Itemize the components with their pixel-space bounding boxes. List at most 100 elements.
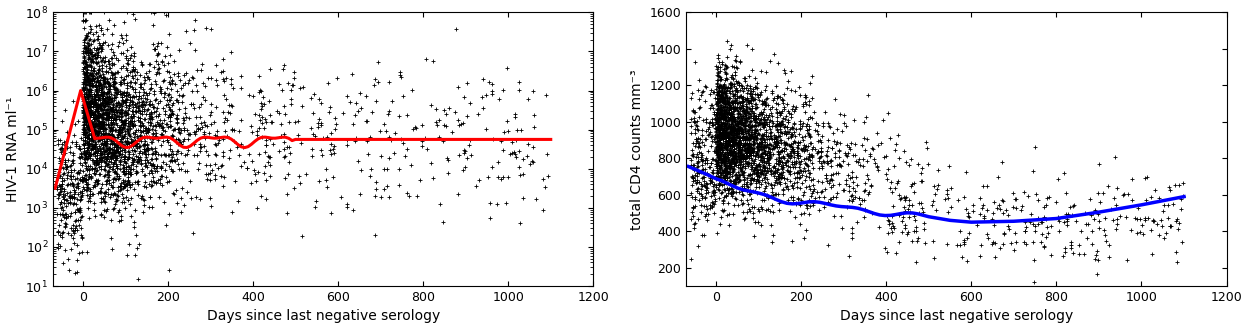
Point — [768, 139, 787, 145]
Point — [85, 103, 105, 108]
Point — [703, 10, 723, 15]
Point — [518, 141, 538, 146]
Point — [124, 122, 144, 127]
Point — [729, 144, 749, 150]
Point — [404, 124, 424, 130]
Point — [135, 179, 155, 185]
Point — [709, 139, 729, 144]
Point — [730, 100, 750, 106]
Point — [711, 179, 731, 184]
Point — [135, 142, 155, 147]
Point — [1104, 154, 1124, 160]
Point — [84, 160, 104, 165]
Point — [61, 194, 81, 199]
Point — [490, 176, 510, 182]
Point — [89, 66, 109, 72]
Point — [79, 78, 99, 84]
Point — [162, 80, 182, 86]
Point — [76, 112, 96, 117]
Point — [1107, 185, 1127, 190]
Point — [710, 136, 730, 141]
Point — [778, 184, 797, 189]
Point — [76, 136, 96, 141]
Point — [102, 128, 122, 133]
Point — [134, 87, 154, 92]
Point — [427, 123, 447, 128]
Point — [771, 165, 791, 170]
Point — [130, 155, 150, 160]
Point — [92, 126, 112, 131]
Point — [745, 122, 765, 127]
Point — [734, 200, 754, 206]
Point — [141, 85, 161, 90]
Point — [733, 135, 753, 140]
Point — [129, 151, 149, 156]
Point — [861, 183, 881, 188]
Point — [785, 129, 805, 134]
Point — [150, 89, 170, 94]
Point — [80, 114, 100, 120]
Point — [110, 126, 130, 131]
Point — [711, 132, 731, 138]
Point — [107, 114, 127, 119]
Point — [716, 136, 736, 141]
Point — [723, 151, 743, 156]
Point — [865, 161, 885, 166]
Point — [99, 153, 119, 159]
Point — [837, 150, 857, 155]
Point — [260, 98, 280, 103]
Point — [719, 123, 739, 128]
Point — [141, 10, 161, 15]
Point — [746, 81, 766, 86]
Point — [701, 133, 721, 138]
Point — [771, 110, 791, 115]
Point — [102, 107, 122, 113]
Point — [771, 170, 791, 176]
Point — [784, 108, 804, 114]
Point — [760, 160, 780, 165]
Point — [127, 136, 147, 141]
Point — [811, 148, 831, 153]
Point — [740, 137, 760, 142]
Point — [102, 139, 122, 144]
Point — [84, 83, 104, 88]
Point — [713, 120, 733, 126]
Point — [82, 135, 102, 140]
Point — [1094, 233, 1114, 238]
Point — [795, 147, 815, 152]
Point — [92, 62, 112, 67]
Point — [90, 101, 110, 106]
Point — [75, 18, 95, 23]
Point — [438, 170, 458, 175]
Point — [248, 113, 268, 118]
Point — [76, 111, 96, 116]
Point — [725, 117, 745, 122]
Point — [81, 107, 101, 113]
Point — [101, 127, 121, 132]
Point — [120, 118, 140, 124]
Point — [716, 133, 736, 138]
Point — [99, 81, 119, 86]
Point — [77, 100, 97, 105]
Point — [84, 65, 104, 70]
Point — [49, 172, 69, 177]
Point — [47, 141, 67, 146]
Point — [728, 66, 748, 71]
Point — [750, 137, 770, 142]
Point — [765, 192, 785, 197]
Point — [708, 115, 728, 120]
Point — [797, 127, 817, 133]
Point — [715, 129, 735, 135]
Point — [715, 152, 735, 157]
Point — [87, 167, 107, 173]
Point — [987, 174, 1007, 179]
Point — [50, 243, 70, 248]
Point — [127, 140, 147, 145]
Point — [76, 69, 96, 74]
Point — [718, 134, 738, 139]
Point — [730, 136, 750, 141]
Point — [751, 112, 771, 117]
Point — [74, 76, 94, 82]
Point — [537, 152, 557, 157]
Point — [99, 146, 119, 151]
